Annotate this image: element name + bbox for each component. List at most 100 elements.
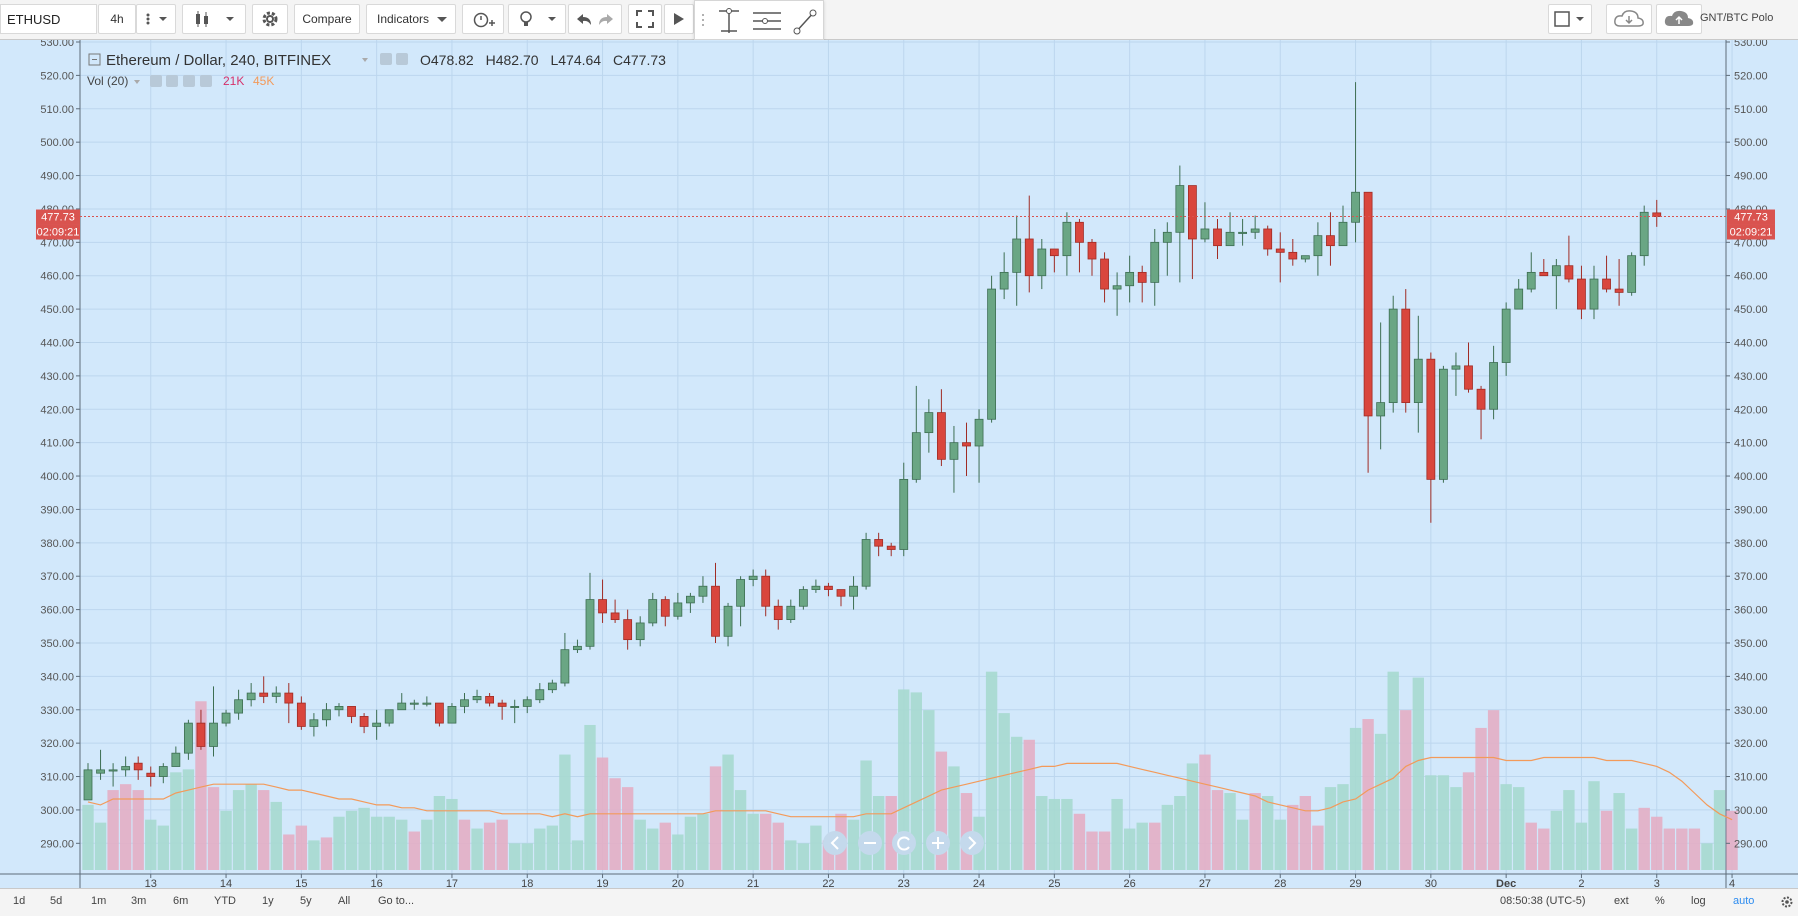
candle bbox=[798, 586, 808, 610]
price-tick-left: 490.00 bbox=[40, 171, 74, 183]
price-tick-right: 320.00 bbox=[1734, 738, 1768, 750]
price-tick-left: 530.00 bbox=[40, 40, 74, 49]
reset-icon[interactable] bbox=[892, 831, 916, 855]
vol-settings-icon[interactable] bbox=[166, 75, 178, 87]
layout-name[interactable]: GNT/BTC Polo bbox=[1700, 12, 1774, 24]
ext-toggle[interactable]: ext bbox=[1614, 895, 1629, 907]
candle-body bbox=[1188, 185, 1197, 240]
square-chevron-icon bbox=[1554, 11, 1584, 27]
volume-value: 21K bbox=[223, 74, 244, 88]
candle-body bbox=[96, 769, 105, 774]
candle bbox=[648, 592, 658, 627]
candle-body bbox=[1476, 388, 1486, 410]
scroll-left-icon[interactable] bbox=[823, 831, 847, 855]
clock-time[interactable]: 08:50:38 (UTC-5) bbox=[1500, 895, 1586, 907]
price-chart[interactable]: 290.00 300.00 310.00 320.00 330.00 340.00 350.… bbox=[0, 37, 1798, 890]
candle-body bbox=[1652, 212, 1662, 217]
volume-bar bbox=[119, 784, 132, 870]
open-value: 478.82 bbox=[431, 52, 474, 68]
candle-body bbox=[849, 585, 858, 597]
candlesticks bbox=[83, 82, 1662, 801]
range-5y[interactable]: 5y bbox=[300, 895, 312, 907]
axis-settings-gear-icon[interactable] bbox=[1780, 895, 1794, 909]
fullscreen-button[interactable] bbox=[628, 4, 662, 34]
volume-bar bbox=[1500, 784, 1512, 870]
interval-button[interactable]: 4h bbox=[98, 4, 136, 34]
settings-small-icon[interactable] bbox=[396, 53, 408, 65]
indicators-button[interactable]: Indicators bbox=[366, 4, 456, 34]
candle-body bbox=[460, 699, 469, 707]
scroll-right-icon[interactable] bbox=[960, 831, 984, 855]
title-chevron-icon[interactable] bbox=[362, 58, 368, 62]
candle-body bbox=[974, 418, 984, 447]
candle-body bbox=[309, 719, 319, 727]
volume-bar bbox=[659, 822, 671, 870]
candle bbox=[485, 693, 495, 707]
candle-body bbox=[1514, 288, 1524, 310]
range-1d[interactable]: 1d bbox=[13, 895, 26, 907]
replay-button[interactable] bbox=[664, 4, 694, 34]
candle bbox=[183, 719, 193, 760]
undo-redo-button[interactable] bbox=[568, 4, 622, 34]
percent-toggle[interactable]: % bbox=[1655, 895, 1665, 907]
settings-button[interactable] bbox=[252, 4, 288, 34]
auto-toggle[interactable]: auto bbox=[1733, 895, 1755, 907]
price-tick-right: 500.00 bbox=[1734, 137, 1768, 149]
alarm-clock-icon bbox=[473, 12, 495, 28]
range-6m[interactable]: 6m bbox=[173, 895, 189, 907]
volume-bar bbox=[1211, 790, 1224, 870]
chart-style-button[interactable] bbox=[182, 4, 246, 34]
volume-bar bbox=[509, 843, 521, 870]
candle bbox=[786, 599, 796, 623]
volume-bar bbox=[734, 790, 747, 870]
visibility-icon[interactable] bbox=[380, 53, 392, 65]
volume-bar bbox=[1425, 775, 1437, 870]
interval-menu-button[interactable] bbox=[136, 4, 176, 34]
candle bbox=[510, 699, 520, 724]
volume-chevron-icon[interactable] bbox=[134, 80, 140, 84]
candle bbox=[1263, 225, 1273, 256]
collapse-legend-icon[interactable] bbox=[88, 53, 101, 66]
volume-bar bbox=[458, 819, 471, 870]
volume-bar bbox=[383, 816, 395, 870]
range-3m[interactable]: 3m bbox=[131, 895, 147, 907]
load-layout-button[interactable] bbox=[1606, 4, 1652, 34]
symbol-input[interactable]: ETHUSD bbox=[0, 4, 97, 34]
chart-area[interactable]: 290.00 300.00 310.00 320.00 330.00 340.00 350.… bbox=[0, 37, 1798, 890]
candle bbox=[1464, 342, 1473, 393]
volume-bar bbox=[1538, 828, 1550, 870]
vol-remove-icon[interactable] bbox=[200, 75, 212, 87]
goto-date-button[interactable]: Go to... bbox=[378, 895, 415, 907]
volume-bar bbox=[1324, 787, 1337, 870]
candle-body bbox=[899, 478, 909, 550]
candle bbox=[397, 693, 407, 711]
range-ytd[interactable]: YTD bbox=[214, 895, 236, 907]
compare-button[interactable]: Compare bbox=[294, 4, 360, 34]
save-layout-button[interactable] bbox=[1656, 4, 1702, 34]
candle bbox=[698, 576, 708, 603]
price-tick-right: 300.00 bbox=[1734, 805, 1768, 817]
volume-bar bbox=[684, 816, 697, 870]
range-1y[interactable]: 1y bbox=[262, 895, 274, 907]
drawing-tools-icons[interactable] bbox=[695, 1, 825, 41]
volume-bar bbox=[810, 825, 822, 870]
volume-bar bbox=[1663, 828, 1675, 870]
ideas-button[interactable] bbox=[508, 4, 566, 34]
candle bbox=[121, 756, 131, 777]
price-tick-right: 470.00 bbox=[1734, 237, 1768, 249]
color-theme-button[interactable] bbox=[1548, 4, 1592, 34]
volume-bar bbox=[1575, 822, 1588, 870]
vol-visibility-icon[interactable] bbox=[150, 75, 162, 87]
candle bbox=[1439, 365, 1448, 483]
range-5d[interactable]: 5d bbox=[50, 895, 63, 907]
log-toggle[interactable]: log bbox=[1691, 895, 1706, 907]
candle-body bbox=[686, 595, 695, 604]
range-all[interactable]: All bbox=[338, 895, 351, 907]
alert-button[interactable] bbox=[462, 4, 504, 34]
candle bbox=[1062, 212, 1072, 276]
candle bbox=[234, 689, 244, 720]
range-1m[interactable]: 1m bbox=[91, 895, 107, 907]
candle bbox=[1150, 228, 1160, 306]
price-tick-left: 460.00 bbox=[40, 271, 74, 283]
vol-more-icon[interactable] bbox=[183, 75, 195, 87]
